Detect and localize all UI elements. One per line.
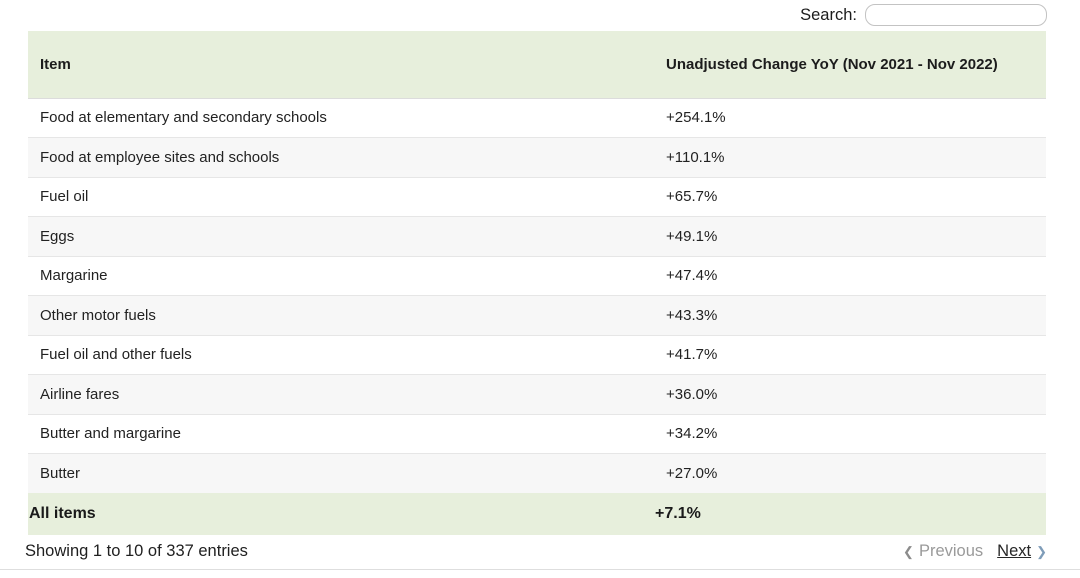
summary-item-cell: All items (28, 493, 654, 535)
change-cell: +41.7% (654, 335, 1046, 375)
previous-label: Previous (918, 542, 984, 560)
change-cell: +27.0% (654, 453, 1046, 493)
item-cell: Other motor fuels (28, 295, 654, 335)
summary-change-cell: +7.1% (654, 493, 1046, 535)
item-cell: Butter and margarine (28, 414, 654, 454)
change-cell: +110.1% (654, 137, 1046, 177)
item-cell: Butter (28, 453, 654, 493)
data-table: Item Unadjusted Change YoY (Nov 2021 - N… (28, 31, 1046, 535)
change-cell: +34.2% (654, 414, 1046, 454)
item-cell: Fuel oil (28, 177, 654, 217)
entries-info: Showing 1 to 10 of 337 entries (25, 542, 248, 560)
table-footer: Showing 1 to 10 of 337 entries ❮ Previou… (0, 533, 1080, 570)
column-header-item-label: Item (40, 55, 71, 73)
table-row: Food at elementary and secondary schools… (28, 98, 1046, 138)
table-row: Other motor fuels +43.3% (28, 295, 1046, 335)
search-bar: Search: (800, 2, 1047, 28)
table-row: Margarine +47.4% (28, 256, 1046, 296)
change-cell: +43.3% (654, 295, 1046, 335)
change-cell: +254.1% (654, 98, 1046, 138)
next-label: Next (997, 542, 1032, 560)
column-header-change-label: Unadjusted Change YoY (Nov 2021 - Nov 20… (666, 55, 998, 73)
item-cell: Fuel oil and other fuels (28, 335, 654, 375)
previous-button[interactable]: ❮ Previous (903, 542, 983, 561)
chevron-right-icon: ❯ (1036, 544, 1047, 559)
table-row: Fuel oil and other fuels +41.7% (28, 335, 1046, 375)
change-cell: +65.7% (654, 177, 1046, 217)
change-cell: +47.4% (654, 256, 1046, 296)
next-button[interactable]: Next ❯ (997, 542, 1047, 561)
pagination: ❮ Previous Next ❯ (903, 533, 1047, 570)
change-cell: +49.1% (654, 216, 1046, 256)
table-row: Eggs +49.1% (28, 216, 1046, 256)
chevron-left-icon: ❮ (903, 544, 914, 559)
summary-row: All items +7.1% (28, 493, 1046, 535)
item-cell: Margarine (28, 256, 654, 296)
item-cell: Food at elementary and secondary schools (28, 98, 654, 138)
table-row: Food at employee sites and schools +110.… (28, 137, 1046, 177)
table-row: Butter and margarine +34.2% (28, 414, 1046, 454)
item-cell: Food at employee sites and schools (28, 137, 654, 177)
table-row: Fuel oil +65.7% (28, 177, 1046, 217)
column-header-item[interactable]: Item (28, 31, 654, 98)
change-cell: +36.0% (654, 374, 1046, 414)
search-input[interactable] (865, 4, 1047, 26)
search-label: Search: (800, 5, 857, 24)
column-header-change[interactable]: Unadjusted Change YoY (Nov 2021 - Nov 20… (654, 31, 1046, 98)
item-cell: Eggs (28, 216, 654, 256)
item-cell: Airline fares (28, 374, 654, 414)
table-row: Butter +27.0% (28, 453, 1046, 493)
table-header-row: Item Unadjusted Change YoY (Nov 2021 - N… (28, 31, 1046, 98)
table-row: Airline fares +36.0% (28, 374, 1046, 414)
